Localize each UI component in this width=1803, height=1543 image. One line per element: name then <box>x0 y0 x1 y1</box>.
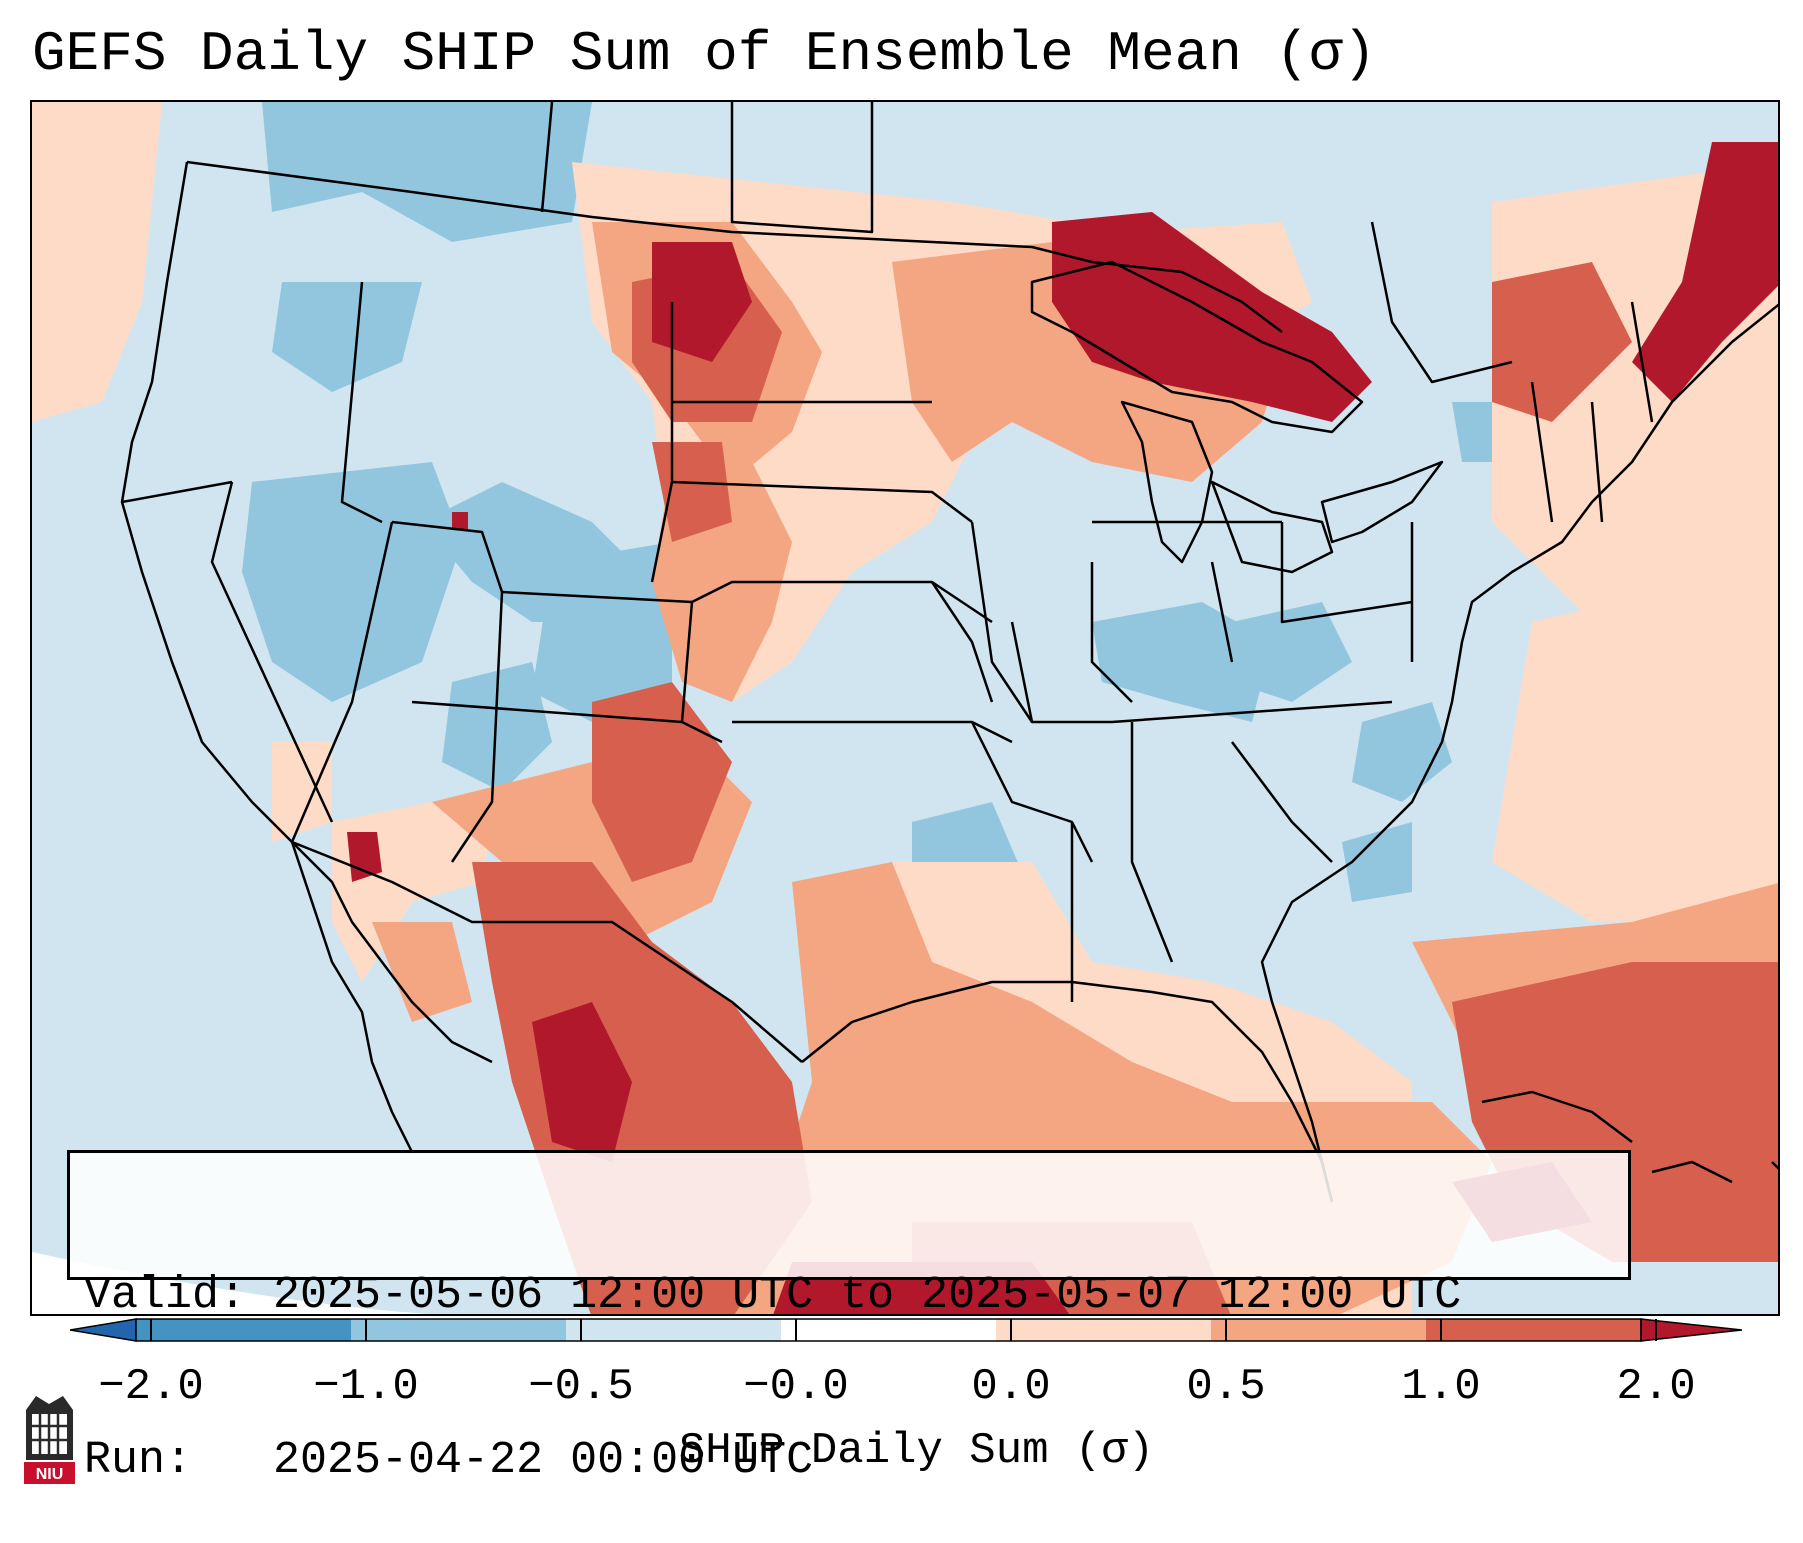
colorbar-tick-label: −1.0 <box>313 1362 419 1412</box>
map-title: GEFS Daily SHIP Sum of Ensemble Mean (σ) <box>32 22 1377 86</box>
negative-anomaly-regions <box>242 102 1522 902</box>
ship-map <box>32 102 1778 1314</box>
colorbar-tick-label: 2.0 <box>1616 1362 1696 1412</box>
colorbar-tick-label: −0.0 <box>743 1362 849 1412</box>
colorbar-segment <box>136 1319 351 1341</box>
colorbar-tick-label: −2.0 <box>98 1362 204 1412</box>
colorbar-extend-low <box>70 1318 137 1342</box>
colorbar-segment <box>1426 1319 1641 1341</box>
map-panel <box>30 100 1780 1316</box>
colorbar-tick-label: −0.5 <box>528 1362 634 1412</box>
colorbar-label: SHIP Daily Sum (σ) <box>0 1424 1803 1478</box>
run-time-text: Run: 2025-04-22 00:00 UTC <box>84 1435 814 1486</box>
colorbar-segment <box>351 1319 566 1341</box>
colorbar-segment <box>781 1319 996 1341</box>
colorbar-segment <box>1211 1319 1426 1341</box>
logo-text: NIU <box>36 1466 64 1483</box>
validity-info-box: Valid: 2025-05-06 12:00 UTC to 2025-05-0… <box>67 1150 1631 1486</box>
colorbar-tick-label: 0.0 <box>971 1362 1051 1412</box>
valid-time-text: Valid: 2025-05-06 12:00 UTC to 2025-05-0… <box>84 1270 1462 1321</box>
niu-logo-icon: NIU <box>24 1396 75 1484</box>
colorbar <box>70 1318 1742 1342</box>
colorbar-label-text: SHIP Daily Sum (σ) <box>678 1426 1155 1476</box>
colorbar-segment <box>996 1319 1211 1341</box>
colorbar-tick-label: 1.0 <box>1401 1362 1481 1412</box>
colorbar-tick-label: 0.5 <box>1186 1362 1266 1412</box>
map-boundaries <box>120 102 1778 1203</box>
colorbar-segment <box>566 1319 781 1341</box>
colorbar-tick-labels: −2.0 −1.0 −0.5 −0.0 0.0 0.5 1.0 2.0 <box>0 1360 1803 1420</box>
